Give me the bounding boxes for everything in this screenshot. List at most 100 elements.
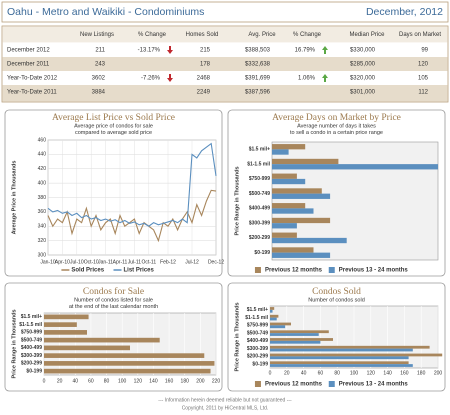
y-tick-label: $300-399 [21,353,42,359]
y-axis-label: Price Range in Thousands [11,309,17,378]
bar [270,314,279,318]
bar [272,217,331,224]
bar [44,322,77,327]
y-tick-label: $400-499 [21,345,42,351]
x-tick-label: Jul-11 [128,259,141,265]
table-cell: -13.17% [138,48,161,54]
row-label: Year-To-Date 2011 [7,90,57,96]
x-tick-label: Oct-11 [141,259,156,265]
x-tick-label: 0 [269,370,272,376]
table-cell: 215 [200,48,211,54]
table-cell: 16.79% [295,48,316,54]
bar [272,164,438,170]
trend-arrow [322,74,328,82]
chart-title: Average Days on Market by Price [272,113,401,123]
table-cell: 2249 [197,90,211,96]
table-cell: $330,000 [350,48,376,54]
y-tick-label: 400 [38,180,47,186]
bar [272,232,297,238]
x-tick-label: 20 [284,370,290,376]
trend-arrow [167,74,173,82]
bar [270,338,333,341]
bar [270,356,409,360]
y-tick-label: $200-299 [247,354,268,360]
table-cell: 3884 [92,90,106,96]
table-cell: $387,596 [245,90,271,96]
x-tick-label: Jul-10 [70,259,84,265]
chart-subtitle: Average price of condos for sale [74,123,153,129]
chart-title: Condos for Sale [83,286,144,297]
y-tick-label: 300 [38,252,47,258]
y-tick-label: 320 [38,238,47,244]
table-cell: 3602 [92,76,106,82]
chart-title: Condos Sold [312,287,361,297]
bar [270,353,443,357]
bar [44,368,211,374]
legend-label: Previous 12 months [265,268,323,274]
column-header: New Listings [80,32,114,38]
y-tick-label: $200-299 [21,361,42,367]
table-cell: $285,000 [350,62,376,68]
y-tick-label: $1-1.5 mil [247,161,270,167]
trend-arrow [167,46,173,54]
column-header: % Change [138,32,167,38]
y-tick-label: $1-1.5 mil [19,322,42,328]
y-tick-label: $300-399 [247,346,268,352]
table-cell: 178 [200,62,211,68]
series-line [47,142,217,227]
bar [272,247,314,253]
y-tick-label: $1-1.5 mil [245,315,268,321]
bar [272,158,339,165]
y-tick-label: 420 [38,166,47,172]
y-tick-label: $0-199 [252,361,268,367]
header-box [1,1,449,23]
y-tick-label: 360 [38,209,47,215]
bar [270,333,319,336]
chart-subtitle: Number of condos listed for sale [74,297,153,303]
header-date: December, 2012 [366,6,443,18]
table-cell: 105 [418,76,429,82]
x-tick-label: 160 [400,370,409,376]
x-tick-label: 100 [118,378,127,384]
table-cell: $391,699 [245,76,271,82]
x-tick-label: 140 [383,370,392,376]
x-tick-label: 220 [212,378,221,384]
bar [44,330,87,335]
y-tick-label: $750-999 [21,330,42,336]
bar [272,223,297,229]
bar [44,353,205,358]
y-tick-label: $500-749 [247,330,268,336]
y-tick-label: $500-749 [21,337,42,343]
footer-copyright: Copyright, 2011 by HiCentral MLS, Ltd. [182,405,269,411]
y-axis-label: Price Range in Thousands [234,166,240,235]
bar [270,340,321,344]
x-tick-label: 160 [165,378,174,384]
y-tick-label: $0-199 [254,250,270,256]
y-tick-label: $1.5 mil+ [21,314,42,320]
header-title: Oahu - Metro and Waikiki - Condominiums [7,6,204,18]
bar [270,348,413,352]
y-tick-label: $300-399 [249,220,270,226]
x-tick-label: 40 [72,378,78,384]
table-cell: $388,503 [245,48,271,54]
bar [272,203,306,209]
x-tick-label: Apr-11 [113,259,128,265]
x-tick-label: 40 [301,370,307,376]
bar [270,322,291,326]
footer-disclaimer: --- Information herein deemed reliable b… [158,397,292,403]
chart-subtitle: Number of condos sold [308,297,365,303]
x-tick-label: 20 [57,378,63,384]
table-cell: 112 [418,90,428,96]
x-tick-label: 60 [318,370,324,376]
x-tick-label: Oct-10 [84,259,99,265]
row-label: Year-To-Date 2012 [7,76,58,82]
bar [272,208,314,214]
chart-subtitle: to sell a condo in a certain price range [290,130,383,136]
x-tick-label: 200 [196,378,205,384]
x-tick-label: 80 [334,370,340,376]
y-tick-label: $400-499 [247,338,268,344]
legend-label: Sold Prices [71,268,104,274]
legend-label: List Prices [124,268,155,274]
